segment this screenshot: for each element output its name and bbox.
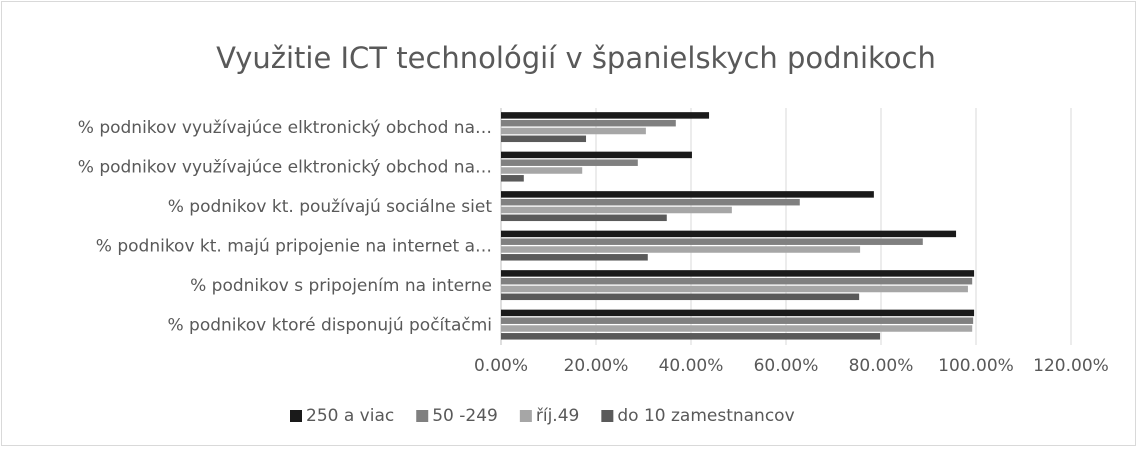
bar: [501, 206, 732, 214]
bar: [501, 191, 874, 198]
y-tick-label: % podnikov kt. majú pripojenie na intern…: [96, 236, 492, 256]
bar: [501, 175, 524, 182]
bar: [501, 277, 973, 285]
y-tick-label: % podnikov kt. používajú sociálne siet: [168, 197, 493, 217]
x-tick-label: 40.00%: [659, 356, 724, 376]
bar: [501, 333, 881, 340]
legend-label: 50 -249: [432, 406, 498, 426]
bar: [501, 238, 923, 245]
y-tick-label: % podnikov ktoré disponujú počítačmi: [167, 315, 492, 335]
bar: [501, 246, 861, 253]
bar: [501, 167, 583, 174]
x-tick-label: 120.00%: [1033, 356, 1109, 376]
y-tick-label: % podnikov s pripojením na interne: [190, 276, 492, 296]
bar: [501, 317, 974, 324]
legend-swatch: [290, 410, 302, 422]
bar: [501, 254, 648, 261]
bar: [501, 151, 692, 159]
legend-swatch: [519, 410, 532, 422]
bar: [501, 293, 860, 301]
legend-swatch: [416, 410, 429, 422]
y-tick-label: % podnikov využívajúce elktronický obcho…: [78, 157, 492, 177]
bar: [501, 270, 975, 277]
legend-label: říj.49: [536, 406, 579, 426]
bar: [501, 119, 676, 127]
x-tick-label: 80.00%: [849, 356, 914, 376]
x-tick-label: 20.00%: [564, 356, 629, 376]
bar: [501, 135, 587, 143]
x-tick-label: 0.00%: [474, 356, 528, 376]
bar: [501, 325, 973, 332]
bar: [501, 285, 968, 293]
bar: [501, 214, 667, 222]
bar: [501, 112, 710, 119]
x-tick-label: 60.00%: [754, 356, 819, 376]
bar: [501, 198, 800, 206]
bar: [501, 230, 957, 238]
bar: [501, 127, 646, 135]
legend-label: 250 a viac: [306, 406, 394, 426]
chart-title: Využitie ICT technológií v španielskych …: [216, 41, 936, 75]
y-tick-label: % podnikov využívajúce elktronický obcho…: [78, 118, 492, 138]
legend-swatch: [601, 410, 614, 422]
legend-label: do 10 zamestnancov: [617, 406, 794, 426]
x-tick-label: 100.00%: [938, 356, 1014, 376]
bar: [501, 309, 975, 317]
bar: [501, 159, 638, 166]
